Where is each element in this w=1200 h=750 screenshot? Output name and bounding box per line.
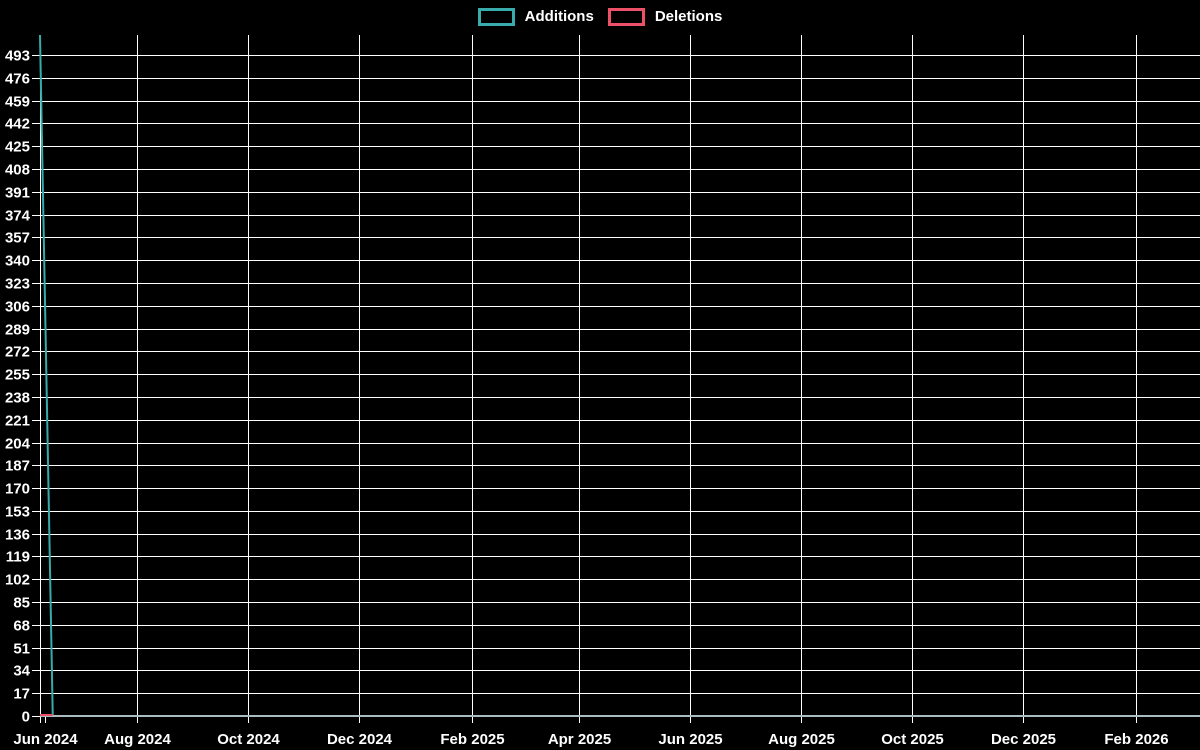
- svg-text:17: 17: [13, 686, 30, 703]
- svg-text:408: 408: [5, 162, 30, 179]
- svg-text:340: 340: [5, 253, 30, 270]
- svg-text:0: 0: [22, 709, 30, 726]
- svg-text:136: 136: [5, 527, 30, 544]
- svg-text:119: 119: [6, 549, 30, 566]
- svg-text:85: 85: [13, 595, 30, 612]
- svg-text:442: 442: [5, 116, 30, 133]
- svg-text:357: 357: [5, 230, 30, 247]
- svg-text:425: 425: [5, 139, 30, 156]
- svg-text:Dec 2024: Dec 2024: [327, 731, 393, 748]
- svg-text:Jun 2024: Jun 2024: [13, 731, 78, 748]
- deletions-swatch-icon: [607, 8, 645, 26]
- svg-text:323: 323: [5, 276, 30, 293]
- svg-text:391: 391: [5, 185, 30, 202]
- svg-text:Aug 2024: Aug 2024: [104, 731, 171, 748]
- svg-text:153: 153: [5, 504, 30, 521]
- svg-text:Dec 2025: Dec 2025: [991, 731, 1056, 748]
- svg-text:306: 306: [5, 299, 30, 316]
- legend-item-deletions[interactable]: Deletions: [607, 8, 723, 26]
- svg-text:Aug 2025: Aug 2025: [768, 731, 835, 748]
- svg-text:Feb 2025: Feb 2025: [440, 731, 504, 748]
- svg-text:374: 374: [5, 208, 31, 225]
- legend-label-deletions: Deletions: [654, 8, 723, 25]
- svg-text:187: 187: [5, 458, 30, 475]
- svg-text:34: 34: [13, 663, 30, 680]
- svg-text:255: 255: [5, 367, 30, 384]
- svg-text:51: 51: [13, 641, 30, 658]
- svg-text:Feb 2026: Feb 2026: [1104, 731, 1168, 748]
- svg-text:238: 238: [5, 390, 30, 407]
- svg-text:459: 459: [5, 94, 30, 111]
- svg-text:Jun 2025: Jun 2025: [658, 731, 722, 748]
- svg-text:Apr 2025: Apr 2025: [548, 731, 611, 748]
- svg-text:272: 272: [5, 344, 30, 361]
- svg-text:68: 68: [13, 618, 30, 635]
- svg-text:Oct 2024: Oct 2024: [217, 731, 280, 748]
- svg-text:289: 289: [5, 322, 30, 339]
- legend-label-additions: Additions: [524, 8, 594, 25]
- chart-legend: Additions Deletions: [0, 8, 1200, 26]
- additions-swatch-icon: [477, 8, 515, 26]
- svg-text:Oct 2025: Oct 2025: [881, 731, 944, 748]
- svg-text:204: 204: [5, 436, 31, 453]
- svg-text:170: 170: [5, 481, 30, 498]
- svg-text:493: 493: [5, 48, 30, 65]
- svg-text:102: 102: [5, 572, 30, 589]
- svg-text:221: 221: [5, 413, 30, 430]
- legend-item-additions[interactable]: Additions: [477, 8, 594, 26]
- svg-text:476: 476: [5, 71, 30, 88]
